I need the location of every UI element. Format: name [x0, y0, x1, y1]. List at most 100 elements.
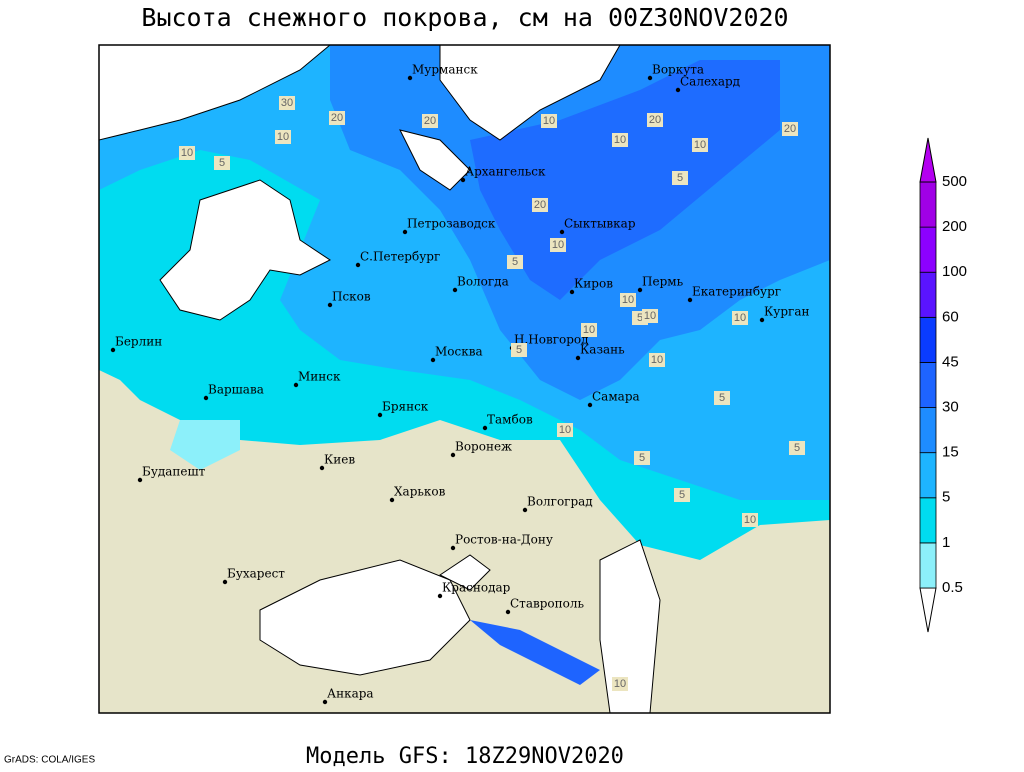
contour-label: 10 [543, 115, 555, 127]
contour-label: 10 [559, 424, 571, 436]
city-label: Ростов-на-Дону [455, 533, 553, 547]
city-dot [522, 507, 528, 513]
city-label: Псков [332, 290, 371, 304]
contour-label-box [620, 293, 636, 307]
norwegian-sea [99, 45, 331, 141]
contour-label-box [672, 171, 688, 185]
city-dot [637, 287, 643, 293]
contour-label-box [742, 513, 758, 527]
contour-label-box [692, 138, 708, 152]
caucasus-snow [470, 620, 600, 685]
city-dot [452, 287, 458, 293]
city-dot [505, 609, 511, 615]
city-dot [402, 229, 408, 235]
city-label: Ставрополь [510, 597, 584, 611]
city-dot [389, 497, 395, 503]
city-dot [759, 317, 765, 323]
credit: GrADS: COLA/IGES [4, 755, 95, 766]
legend-label: 15 [942, 444, 959, 461]
city-label: Минск [298, 370, 341, 384]
city-dot [675, 87, 681, 93]
city-dot [482, 425, 488, 431]
contour-label: 10 [734, 312, 746, 324]
contour-label-box [550, 238, 566, 252]
contour-label-box [674, 488, 690, 502]
city-label: Екатеринбург [692, 285, 781, 299]
contour-label: 5 [677, 172, 683, 184]
legend-swatch [919, 316, 937, 363]
legend-swatch [919, 362, 937, 408]
city-dot [559, 229, 565, 235]
city-label: Брянск [382, 400, 429, 414]
city-dot [687, 297, 693, 303]
barents-sea [439, 45, 621, 141]
legend-swatch [919, 271, 937, 318]
snow-30-45 [470, 60, 780, 300]
contour-label: 5 [637, 312, 643, 324]
legend-swatch [919, 226, 937, 273]
city-label: Мурманск [412, 63, 478, 77]
contour-label-box [511, 343, 527, 357]
city-label: Будапешт [142, 465, 206, 479]
city-dot [319, 465, 325, 471]
map-frame [98, 44, 831, 714]
contour-label: 10 [651, 354, 663, 366]
contour-label-box [541, 114, 557, 128]
city-label: Москва [435, 345, 483, 359]
legend-label: 1 [942, 534, 950, 551]
legend-swatch [919, 542, 937, 589]
baltic-sea [159, 179, 331, 321]
city-dot [450, 545, 456, 551]
city-dot [437, 593, 443, 599]
city-label: Вологда [457, 275, 509, 289]
city-label: Тамбов [487, 413, 533, 427]
legend-arrow-high [919, 137, 937, 183]
white-sea [399, 129, 471, 191]
city-label: Самара [592, 390, 640, 404]
contour-label: 10 [744, 514, 756, 526]
contour-label-box [612, 677, 628, 691]
city-label: Казань [580, 343, 625, 357]
contour-label-box [329, 111, 345, 125]
city-dot [569, 289, 575, 295]
west-land [99, 420, 180, 713]
city-dot [110, 347, 116, 353]
contour-label-box [649, 353, 665, 367]
contour-label: 5 [219, 157, 225, 169]
contour-label-box [179, 146, 195, 160]
city-dot [450, 452, 456, 458]
city-dot [222, 579, 228, 585]
city-dot [377, 412, 383, 418]
contour-label-box [557, 423, 573, 437]
legend-label: 0.5 [942, 579, 963, 596]
city-label: Бухарест [227, 567, 285, 581]
legend-swatch [919, 452, 937, 499]
contour-label-box [214, 156, 230, 170]
city-label: Харьков [394, 485, 446, 499]
contour-label-box [612, 133, 628, 147]
azov-sea [439, 554, 491, 591]
city-label: Салехард [680, 75, 740, 89]
contour-label: 20 [331, 112, 343, 124]
contour-label: 5 [516, 344, 522, 356]
city-dot [203, 395, 209, 401]
contour-label: 10 [614, 678, 626, 690]
legend-swatch [919, 407, 937, 454]
contour-label: 20 [784, 123, 796, 135]
snow-light [170, 420, 240, 470]
contour-label: 5 [512, 256, 518, 268]
contour-label-box [532, 198, 548, 212]
contour-label: 10 [644, 310, 656, 322]
contour-label: 20 [534, 199, 546, 211]
city-label: Киров [574, 277, 613, 291]
city-dot [460, 177, 466, 183]
contour-label: 10 [614, 134, 626, 146]
city-dot [575, 355, 581, 361]
contour-label-box [789, 441, 805, 455]
contour-label: 10 [694, 139, 706, 151]
